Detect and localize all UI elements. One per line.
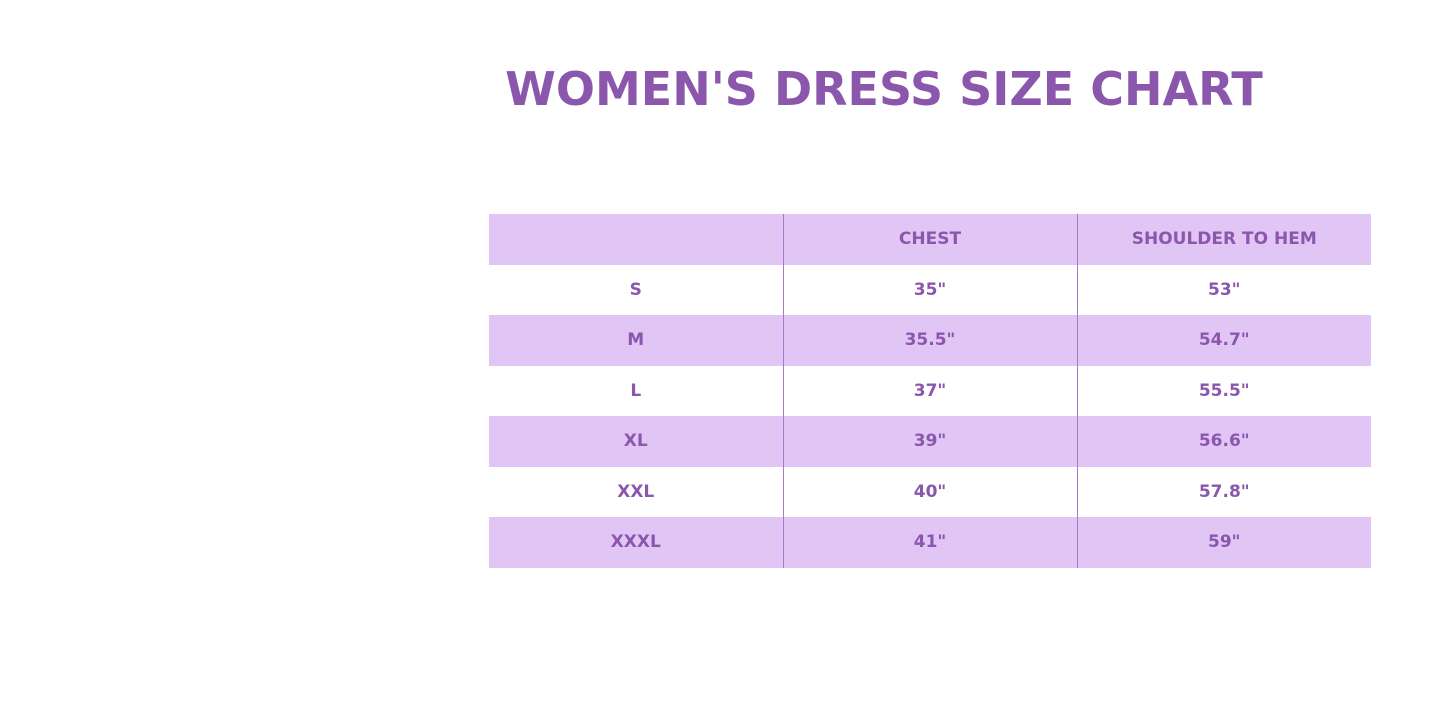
table-row: XXXL 41" 59" [489,517,1371,568]
size-chart-table: CHEST SHOULDER TO HEM S 35" 53" M 35.5" … [489,214,1371,568]
size-cell: M [489,315,783,366]
length-cell: 55.5" [1076,365,1371,416]
table-row: L 37" 55.5" [489,365,1371,416]
header-shoulder-to-hem: SHOULDER TO HEM [1076,214,1371,265]
length-cell: 54.7" [1076,315,1371,366]
size-cell: L [630,380,642,401]
size-cell: S [629,279,642,300]
length-cell: 53" [1076,264,1371,315]
table-header-row: CHEST SHOULDER TO HEM [489,214,1371,265]
page-title: WOMEN'S DRESS SIZE CHART [505,62,1263,116]
chest-cell: 35" [782,264,1077,315]
chest-cell: 37" [782,365,1077,416]
header-chest: CHEST [782,214,1077,265]
size-cell: XXXL [489,517,783,568]
header-size [489,214,783,265]
chest-cell: 40" [782,466,1077,517]
table-row: M 35.5" 54.7" [489,315,1371,366]
size-cell: XXL [617,481,655,502]
size-cell: XL [489,416,783,467]
table-row: XL 39" 56.6" [489,416,1371,467]
chest-cell: 35.5" [782,315,1077,366]
length-cell: 56.6" [1076,416,1371,467]
chest-cell: 39" [782,416,1077,467]
length-cell: 59" [1076,517,1371,568]
chest-cell: 41" [782,517,1077,568]
table-row: S 35" 53" [489,264,1371,315]
length-cell: 57.8" [1076,466,1371,517]
table-row: XXL 40" 57.8" [489,466,1371,517]
